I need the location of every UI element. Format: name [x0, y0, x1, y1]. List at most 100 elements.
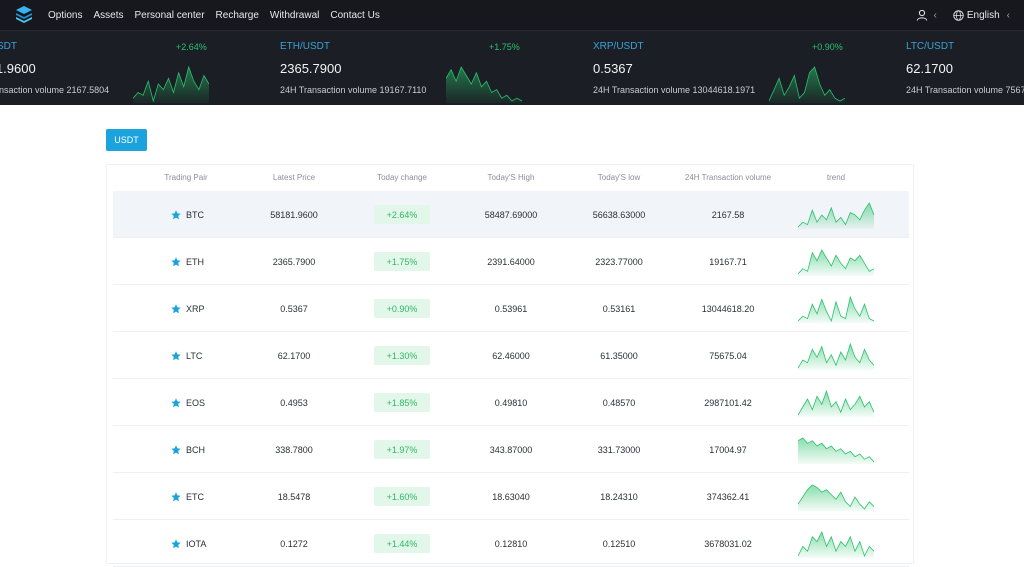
star-favorite-icon[interactable]: [171, 444, 181, 455]
pair-name: XRP: [186, 303, 205, 314]
sparkline-area: [798, 344, 874, 370]
today-high: 0.49810: [494, 397, 528, 408]
latest-price: 2365.7900: [272, 256, 316, 267]
table-row[interactable]: LTC 62.1700 +1.30% 62.46000 61.35000 75675.04: [113, 332, 909, 379]
volume-24h: 3678031.02: [704, 538, 752, 549]
sparkline-area: [798, 297, 874, 323]
usdt-quote-tab[interactable]: USDT: [106, 129, 147, 151]
user-chevron-icon[interactable]: ‹: [933, 9, 937, 21]
globe-icon: [953, 9, 964, 21]
today-low: 61.35000: [600, 350, 638, 361]
table-row[interactable]: ETC 18.5478 +1.60% 18.63040 18.24310 374362.4…: [113, 473, 909, 520]
ticker-volume: 24H Transaction volume 19167.7110: [280, 85, 427, 95]
sparkline-line: [446, 66, 522, 102]
today-high: 2391.64000: [487, 256, 535, 267]
latest-price: 0.1272: [280, 538, 308, 549]
table-row[interactable]: XRP 0.5367 +0.90% 0.53961 0.53161 13044618.20: [113, 285, 909, 332]
user-icon[interactable]: [916, 9, 928, 21]
star-favorite-icon[interactable]: [171, 256, 181, 267]
star-favorite-icon[interactable]: [171, 303, 181, 314]
ticker-card[interactable]: XRP/USDT +0.90% 0.5367 24H Transaction v…: [593, 31, 893, 105]
star-favorite-icon[interactable]: [171, 397, 181, 408]
ticker-price: 58181.9600: [0, 61, 36, 76]
sparkline-area: [798, 203, 874, 229]
change-badge: +1.44%: [374, 534, 430, 553]
latest-price: 0.5367: [280, 303, 308, 314]
language-chevron-icon[interactable]: ‹: [1006, 9, 1010, 21]
col-24h-volume: 24H Transaction volume: [684, 173, 772, 182]
star-favorite-icon[interactable]: [171, 491, 181, 502]
sparkline-line: [798, 295, 874, 323]
nav-assets[interactable]: Assets: [93, 9, 124, 21]
pair-name: ETC: [186, 491, 204, 502]
table-header: Trading Pair Latest Price Today change T…: [113, 173, 909, 189]
ticker-card[interactable]: LTC/USDT 62.1700 24H Transaction volume …: [906, 31, 1024, 105]
nav-recharge[interactable]: Recharge: [215, 9, 259, 21]
trend-sparkline: [798, 342, 874, 370]
col-today-change: Today change: [377, 173, 427, 182]
star-favorite-icon[interactable]: [171, 209, 181, 220]
ticker-change: +2.64%: [176, 42, 207, 52]
sparkline-line: [133, 65, 209, 103]
sparkline-area: [798, 438, 874, 464]
latest-price: 58181.9600: [270, 209, 318, 220]
nav-contact-us[interactable]: Contact Us: [330, 9, 380, 21]
trend-sparkline: [798, 249, 874, 276]
today-low: 2323.77000: [595, 256, 643, 267]
logo-icon[interactable]: [16, 6, 32, 23]
language-selector[interactable]: English: [966, 9, 1000, 21]
today-high: 343.87000: [489, 444, 533, 455]
ticker-price: 2365.7900: [280, 61, 342, 76]
latest-price: 0.4953: [280, 397, 308, 408]
ticker-price: 62.1700: [906, 61, 953, 76]
ticker-change: +0.90%: [812, 42, 843, 52]
ticker-volume: 24H Transaction volume 75675.04: [906, 85, 1024, 95]
today-low: 0.12510: [602, 538, 636, 549]
volume-24h: 2987101.42: [704, 397, 752, 408]
market-table: Trading Pair Latest Price Today change T…: [106, 164, 914, 567]
table-row[interactable]: BCH 338.7800 +1.97% 343.87000 331.73000 17004…: [113, 426, 909, 473]
volume-24h: 13044618.20: [701, 303, 755, 314]
pair-name: ETH: [186, 256, 204, 267]
ticker-volume: 24H Transaction volume 13044618.1971: [593, 85, 756, 95]
star-favorite-icon[interactable]: [171, 538, 181, 549]
table-row[interactable]: IOTA 0.1272 +1.44% 0.12810 0.12510 3678031.02: [113, 520, 909, 567]
volume-24h: 17004.97: [709, 444, 747, 455]
ticker-card[interactable]: ETH/USDT +1.75% 2365.7900 24H Transactio…: [280, 31, 580, 105]
col-today-low: Today'S low: [597, 173, 641, 182]
col-trading-pair: Trading Pair: [164, 173, 208, 182]
pair-cell: XRP: [171, 285, 205, 332]
star-favorite-icon[interactable]: [171, 350, 181, 361]
sparkline-line: [798, 342, 874, 369]
table-row[interactable]: BTC 58181.9600 +2.64% 58487.69000 56638.6300…: [113, 191, 909, 238]
today-high: 0.53961: [494, 303, 528, 314]
top-navbar: Options Assets Personal center Recharge …: [0, 0, 1024, 30]
change-badge: +0.90%: [374, 299, 430, 318]
trend-sparkline: [798, 530, 874, 558]
nav-personal-center[interactable]: Personal center: [134, 9, 205, 21]
pair-name: LTC: [186, 350, 203, 361]
ticker-pair: BTC/USDT: [0, 41, 17, 52]
today-high: 58487.69000: [484, 209, 538, 220]
today-low: 56638.63000: [592, 209, 646, 220]
ticker-sparkline: [769, 66, 845, 103]
volume-24h: 19167.71: [709, 256, 747, 267]
pair-cell: IOTA: [171, 520, 206, 567]
change-badge: +1.97%: [374, 440, 430, 459]
sparkline-line: [798, 437, 874, 463]
pair-cell: LTC: [171, 332, 202, 379]
latest-price: 338.7800: [275, 444, 313, 455]
ticker-change: +1.75%: [489, 42, 520, 52]
latest-price: 18.5478: [277, 491, 311, 502]
sparkline-area: [133, 67, 209, 103]
pair-cell: EOS: [171, 379, 205, 426]
table-row[interactable]: EOS 0.4953 +1.85% 0.49810 0.48570 2987101.42: [113, 379, 909, 426]
table-row[interactable]: ETH 2365.7900 +1.75% 2391.64000 2323.77000 19…: [113, 238, 909, 285]
nav-options[interactable]: Options: [48, 9, 83, 21]
today-low: 18.24310: [600, 491, 638, 502]
ticker-pair: LTC/USDT: [906, 41, 955, 52]
ticker-sparkline: [446, 66, 522, 103]
sparkline-line: [798, 484, 874, 510]
ticker-card[interactable]: BTC/USDT +2.64% 58181.9600 24H Transacti…: [0, 31, 267, 105]
nav-withdrawal[interactable]: Withdrawal: [269, 9, 320, 21]
